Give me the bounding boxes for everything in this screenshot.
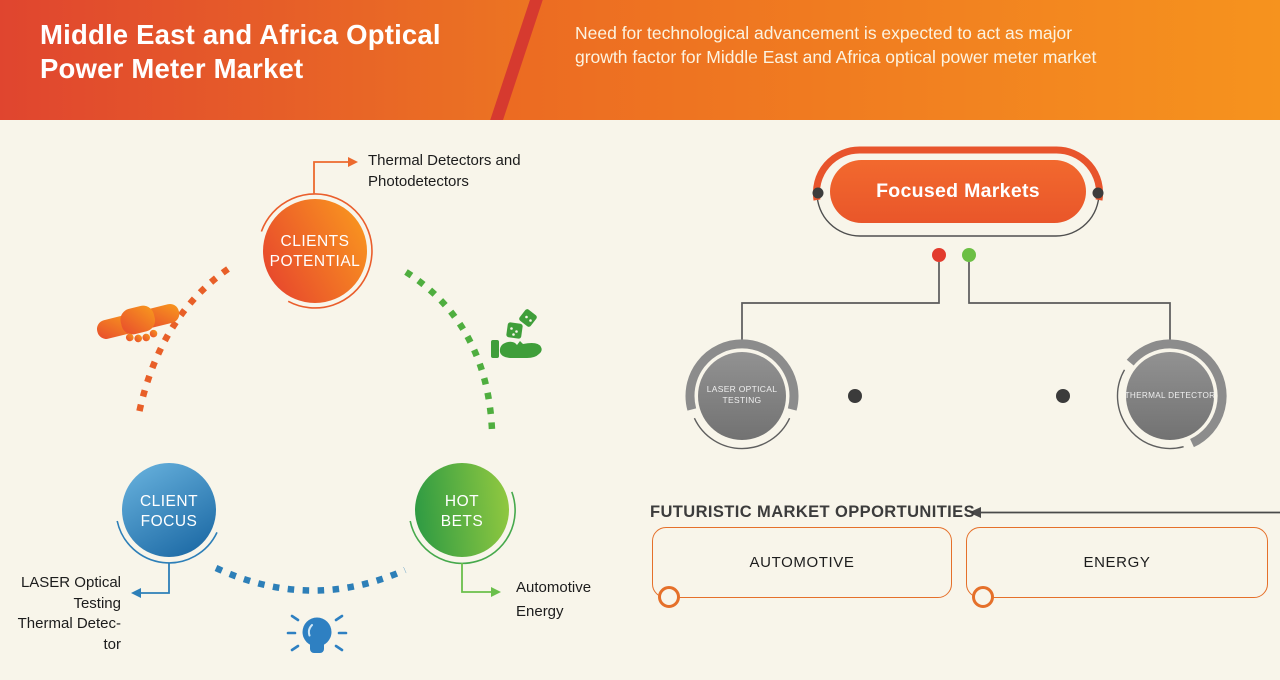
ring-marker-icon [972,586,994,608]
thermal-node-thick-arc [1126,339,1227,448]
dice-hand-icon [491,309,542,358]
laser-node-label: LASER OPTICAL TESTING [706,384,778,405]
dotted-arc-blue [214,565,407,594]
arrowhead-right-icon [348,157,358,167]
thermal-node-circle [1126,352,1214,440]
clients-potential-arrow [313,161,348,194]
hot-bets-callout: Automotive Energy [516,576,591,623]
branch-line-left [741,262,940,345]
thermal-node-label: THERMAL DETECTOR [1124,391,1216,400]
ring-marker-icon [658,586,680,608]
client-focus-ring [116,520,218,564]
outline-left-dot [812,187,824,199]
callout-line: tor [103,635,121,653]
callout-line: LASER Optical [20,574,121,591]
dotted-arc-green [404,269,496,431]
clients-potential-ring [260,193,373,309]
red-dot [932,248,946,262]
outline-right-dot [1092,187,1104,199]
client-focus-callout: LASER Optical Testing Thermal Detec- tor [8,573,121,655]
dotted-arc-orange [134,266,230,419]
hot-bets-label: HOT BETS [440,493,484,530]
hot-bets-arrow [461,563,491,593]
clients-potential-circle [263,199,367,303]
arrowhead-left-icon [969,507,981,518]
opportunity-label: ENERGY [1083,554,1151,571]
callout-line: Testing [73,594,121,612]
arrowhead-left-icon [131,588,141,598]
header-right-panel [503,0,1280,120]
opportunities-heading: FUTURISTIC MARKET OPPORTUNITIES [650,503,975,521]
header-banner: Middle East and Africa Optical Power Met… [0,0,1280,120]
page-subtitle: Need for technological advancement is ex… [575,23,1097,67]
handshake-icon [96,304,180,343]
hot-bets-ring [409,491,516,565]
focused-markets-top-arc [812,146,1104,201]
laser-node-circle [698,352,786,440]
opportunity-box-energy: ENERGY [966,527,1268,608]
client-focus-circle [122,463,216,557]
callout-line: Thermal Detec- [17,615,121,632]
mid-dot-right [1056,389,1070,403]
laser-node-thick-arc [685,339,799,411]
hot-bets-circle [415,463,509,557]
focused-markets-label: Focused Markets [876,180,1040,202]
clients-potential-label: CLIENTS POTENTIAL [269,233,361,270]
focused-markets-pill [830,160,1086,223]
mid-dot-left [848,389,862,403]
opportunity-label: AUTOMOTIVE [749,554,855,571]
callout-line: Automotive [516,579,592,596]
callout-line: Energy [516,602,564,620]
opportunity-box-automotive: AUTOMOTIVE [652,527,952,608]
arrowhead-right-icon [491,587,501,597]
lightbulb-icon [286,614,348,653]
page-title: Middle East and Africa Optical Power Met… [40,19,441,84]
client-focus-label: CLIENT FOCUS [139,493,199,530]
thermal-node-thin-arc [1116,369,1184,450]
client-focus-arrow [141,563,170,594]
green-dot [962,248,976,262]
laser-node-thin-arc [693,417,791,450]
clients-potential-callout: Thermal Detectors and Photodetectors [368,152,521,190]
branch-line-right [968,262,1171,345]
